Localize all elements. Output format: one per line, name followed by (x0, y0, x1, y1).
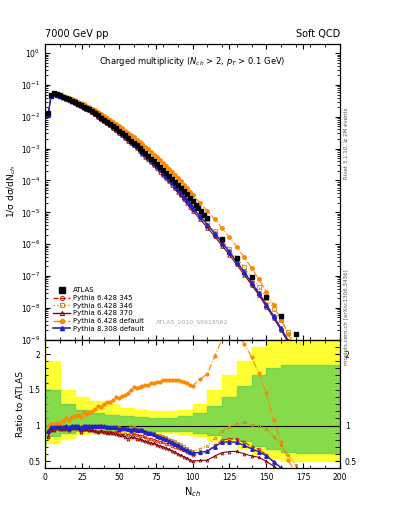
Text: 7000 GeV pp: 7000 GeV pp (45, 29, 109, 39)
Text: Rivet 3.1.10, ≥ 2M events: Rivet 3.1.10, ≥ 2M events (344, 108, 349, 179)
Text: Charged multiplicity ($N_{ch}$ > 2, $p_T$ > 0.1 GeV): Charged multiplicity ($N_{ch}$ > 2, $p_T… (99, 55, 286, 69)
Text: Soft QCD: Soft QCD (296, 29, 340, 39)
X-axis label: N$_{ch}$: N$_{ch}$ (184, 485, 201, 499)
Text: ATLAS_2010_S8918562: ATLAS_2010_S8918562 (156, 319, 229, 325)
Text: mcplots.cern.ch [arXiv:1306.3436]: mcplots.cern.ch [arXiv:1306.3436] (344, 270, 349, 365)
Y-axis label: 1/σ dσ/dN$_{ch}$: 1/σ dσ/dN$_{ch}$ (6, 165, 18, 218)
Legend: ATLAS, Pythia 6.428 345, Pythia 6.428 346, Pythia 6.428 370, Pythia 6.428 defaul: ATLAS, Pythia 6.428 345, Pythia 6.428 34… (51, 286, 146, 333)
Y-axis label: Ratio to ATLAS: Ratio to ATLAS (17, 371, 26, 437)
